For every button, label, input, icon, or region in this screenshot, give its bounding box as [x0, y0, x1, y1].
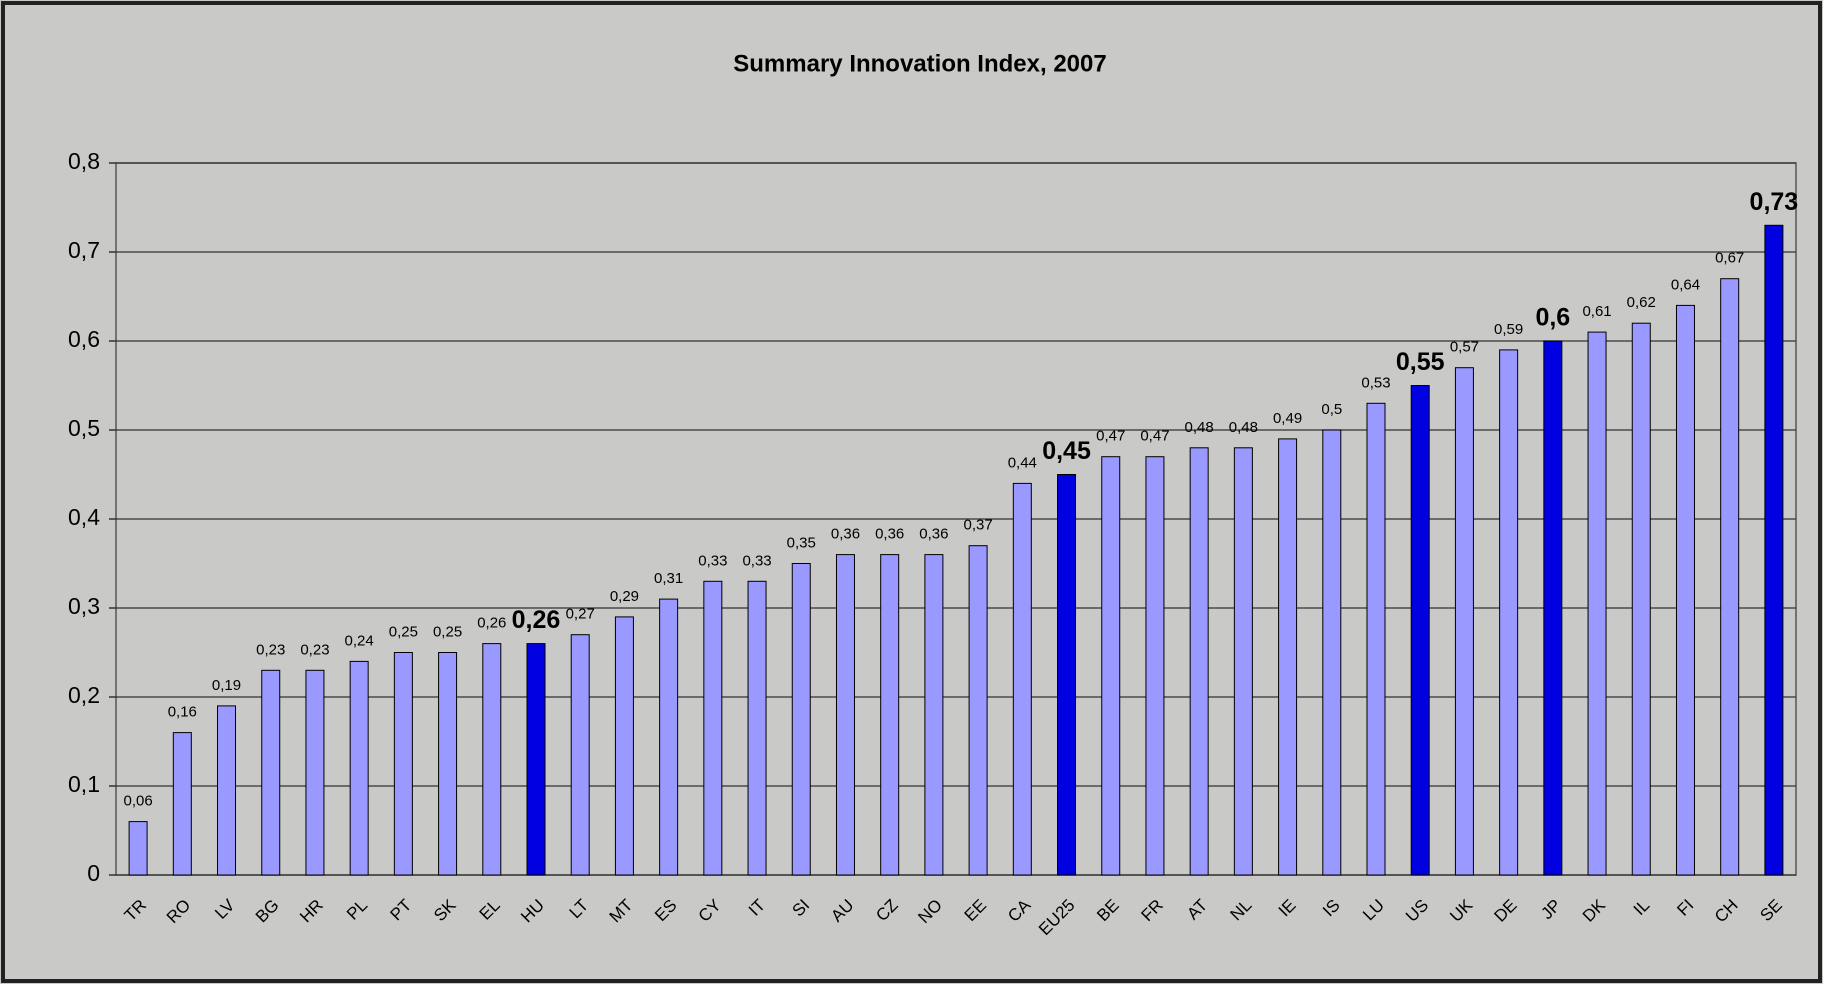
- value-label: 0,36: [875, 526, 904, 543]
- bar: [704, 581, 722, 875]
- bar: [571, 635, 589, 875]
- value-label: 0,59: [1494, 321, 1523, 338]
- value-label: 0,36: [919, 526, 948, 543]
- bar: [306, 670, 324, 875]
- bar: [218, 706, 236, 875]
- bar: [1279, 439, 1297, 875]
- bar: [881, 555, 899, 875]
- value-label: 0,33: [742, 552, 771, 569]
- bar: [439, 653, 457, 876]
- bar: [1500, 350, 1518, 875]
- bar: [129, 822, 147, 875]
- y-tick-label: 0,2: [68, 682, 100, 708]
- value-label: 0,73: [1750, 188, 1799, 216]
- bar: [1676, 305, 1694, 875]
- value-label: 0,26: [512, 606, 561, 634]
- value-label: 0,06: [124, 793, 153, 810]
- bar: [173, 733, 191, 875]
- value-label: 0,33: [698, 552, 727, 569]
- bar: [969, 546, 987, 875]
- bar: [1102, 457, 1120, 875]
- value-label: 0,19: [212, 677, 241, 694]
- bar: [1367, 403, 1385, 875]
- value-label: 0,26: [477, 615, 506, 632]
- value-label: 0,23: [300, 641, 329, 658]
- value-label: 0,27: [566, 606, 595, 623]
- value-label: 0,23: [256, 641, 285, 658]
- value-label: 0,16: [168, 704, 197, 721]
- value-label: 0,48: [1229, 419, 1258, 436]
- bar: [1234, 448, 1252, 875]
- y-tick-label: 0,6: [68, 326, 100, 352]
- bar: [792, 564, 810, 876]
- y-tick-label: 0,1: [68, 771, 100, 797]
- value-label: 0,55: [1396, 348, 1445, 376]
- bar: [1765, 225, 1783, 875]
- bar: [1721, 279, 1739, 875]
- value-label: 0,44: [1008, 454, 1037, 471]
- bar: [836, 555, 854, 875]
- value-label: 0,29: [610, 588, 639, 605]
- bar: [394, 653, 412, 876]
- value-label: 0,5: [1321, 401, 1342, 418]
- value-label: 0,62: [1627, 294, 1656, 311]
- value-label: 0,64: [1671, 276, 1700, 293]
- bar: [748, 581, 766, 875]
- bar: [483, 644, 501, 875]
- bar: [615, 617, 633, 875]
- value-label: 0,24: [345, 632, 374, 649]
- chart: Summary Innovation Index, 2007 0 0,1 0,2 0,…: [0, 0, 1823, 984]
- y-tick-label: 0,4: [68, 504, 100, 530]
- bar: [1544, 341, 1562, 875]
- bar: [262, 670, 280, 875]
- value-label: 0,61: [1582, 303, 1611, 320]
- value-label: 0,53: [1361, 374, 1390, 391]
- page: Summary Innovation Index, 2007 0 0,1 0,2 0,…: [0, 0, 1823, 984]
- value-label: 0,47: [1096, 428, 1125, 445]
- bar: [527, 644, 545, 875]
- value-label: 0,67: [1715, 250, 1744, 267]
- y-tick-label: 0: [87, 860, 100, 886]
- bar: [1146, 457, 1164, 875]
- chart-title: Summary Innovation Index, 2007: [733, 50, 1106, 77]
- bar: [1013, 483, 1031, 875]
- value-label: 0,25: [433, 623, 462, 640]
- bar: [1323, 430, 1341, 875]
- value-label: 0,6: [1535, 304, 1570, 332]
- bar: [350, 661, 368, 875]
- bar: [1455, 368, 1473, 875]
- value-label: 0,49: [1273, 410, 1302, 427]
- y-tick-label: 0,8: [68, 148, 100, 174]
- value-label: 0,31: [654, 570, 683, 587]
- y-tick-label: 0,5: [68, 415, 100, 441]
- bar: [925, 555, 943, 875]
- bar: [1190, 448, 1208, 875]
- value-label: 0,57: [1450, 339, 1479, 356]
- bar: [1588, 332, 1606, 875]
- bar: [1058, 475, 1076, 876]
- value-label: 0,45: [1042, 437, 1091, 465]
- bar: [1411, 386, 1429, 876]
- value-label: 0,48: [1185, 419, 1214, 436]
- y-tick-label: 0,3: [68, 593, 100, 619]
- value-label: 0,36: [831, 526, 860, 543]
- value-label: 0,47: [1140, 428, 1169, 445]
- value-label: 0,25: [389, 623, 418, 640]
- bar: [660, 599, 678, 875]
- value-label: 0,37: [964, 517, 993, 534]
- bar: [1632, 323, 1650, 875]
- value-label: 0,35: [787, 534, 816, 551]
- y-tick-label: 0,7: [68, 237, 100, 263]
